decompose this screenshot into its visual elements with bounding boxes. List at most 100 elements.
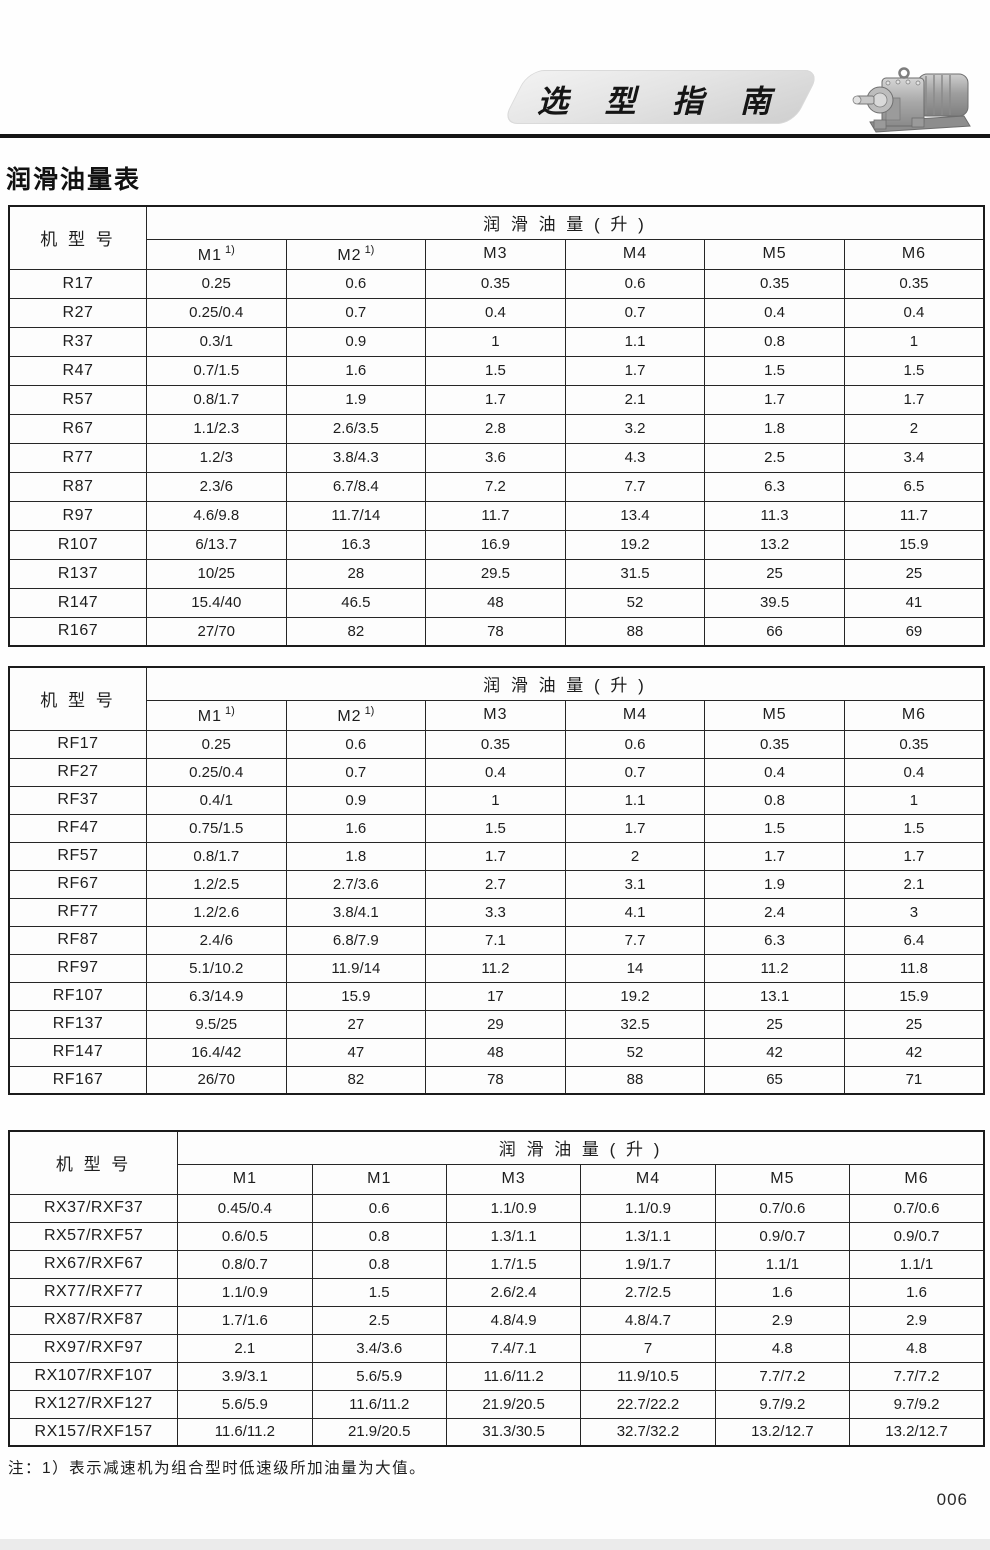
oil-value-cell: 13.1 <box>704 981 845 1011</box>
oil-quantity-group-header: 润 滑 油 量 ( 升 ) <box>145 205 985 240</box>
oil-value-cell: 7.7 <box>564 471 706 502</box>
table-row: RF147 16.4/42 47 48 52 42 42 <box>8 1037 985 1067</box>
oil-value-cell: 7 <box>580 1333 716 1363</box>
oil-quantity-group-header: 润 滑 油 量 ( 升 ) <box>145 666 985 701</box>
oil-value-cell: 0.8/1.7 <box>145 384 287 415</box>
table-row: R77 1.2/3 3.8/4.3 3.6 4.3 2.5 3.4 <box>8 442 985 473</box>
model-cell: R47 <box>8 355 147 386</box>
mounting-position-header: M1 1) <box>145 238 287 270</box>
oil-value-cell: 0.25 <box>145 268 287 299</box>
oil-value-cell: 9.7/9.2 <box>849 1389 985 1419</box>
oil-value-cell: 1.5 <box>704 813 845 843</box>
oil-value-cell: 25 <box>843 558 985 589</box>
oil-value-cell: 13.4 <box>564 500 706 531</box>
mounting-position-header: M1 <box>177 1163 313 1195</box>
table-row: RX87/RXF87 1.7/1.6 2.5 4.8/4.9 4.8/4.7 2.9 2.9 <box>8 1305 985 1335</box>
oil-value-cell: 32.5 <box>564 1009 706 1039</box>
model-cell: RX57/RXF57 <box>8 1221 179 1251</box>
oil-value-cell: 1.5 <box>311 1277 447 1307</box>
model-cell: RF17 <box>8 729 147 759</box>
oil-value-cell: 1.1/2.3 <box>145 413 287 444</box>
oil-value-cell: 47 <box>285 1037 427 1067</box>
oil-value-cell: 2 <box>843 413 985 444</box>
bottom-strip <box>0 1539 990 1550</box>
oil-value-cell: 1.2/3 <box>145 442 287 473</box>
table-row: RF87 2.4/6 6.8/7.9 7.1 7.7 6.3 6.4 <box>8 925 985 955</box>
oil-value-cell: 15.9 <box>285 981 427 1011</box>
oil-quantity-group-header: 润 滑 油 量 ( 升 ) <box>177 1130 985 1165</box>
oil-value-cell: 2.7 <box>425 869 566 899</box>
oil-value-cell: 6.4 <box>843 925 985 955</box>
oil-value-cell: 4.8/4.9 <box>445 1305 582 1335</box>
oil-value-cell: 13.2/12.7 <box>849 1417 985 1447</box>
mounting-position-header: M4 <box>580 1163 716 1195</box>
model-cell: RX67/RXF67 <box>8 1249 179 1279</box>
oil-value-cell: 0.4 <box>425 757 566 787</box>
oil-value-cell: 1.1/0.9 <box>177 1277 313 1307</box>
oil-value-cell: 28 <box>285 558 427 589</box>
oil-value-cell: 26/70 <box>145 1065 287 1095</box>
oil-value-cell: 7.2 <box>425 471 566 502</box>
oil-value-cell: 69 <box>843 616 985 647</box>
oil-value-cell: 46.5 <box>285 587 427 618</box>
oil-value-cell: 4.8 <box>714 1333 851 1363</box>
table-row: RF97 5.1/10.2 11.9/14 11.2 14 11.2 11.8 <box>8 953 985 983</box>
model-cell: R67 <box>8 413 147 444</box>
model-cell: R57 <box>8 384 147 415</box>
model-cell: RF137 <box>8 1009 147 1039</box>
oil-value-cell: 15.4/40 <box>145 587 287 618</box>
oil-value-cell: 9.5/25 <box>145 1009 287 1039</box>
oil-value-cell: 2.9 <box>849 1305 985 1335</box>
model-column-header: 机 型 号 <box>8 205 147 270</box>
oil-value-cell: 0.9/0.7 <box>714 1221 851 1251</box>
oil-value-cell: 0.7/0.6 <box>714 1193 851 1223</box>
oil-value-cell: 1.7/1.6 <box>177 1305 313 1335</box>
oil-value-cell: 6/13.7 <box>145 529 287 560</box>
table-row: RX57/RXF57 0.6/0.5 0.8 1.3/1.1 1.3/1.1 0.9/0.… <box>8 1221 985 1251</box>
model-cell: RF87 <box>8 925 147 955</box>
oil-value-cell: 0.6 <box>285 729 427 759</box>
model-cell: RX157/RXF157 <box>8 1417 179 1447</box>
oil-value-cell: 1.6 <box>285 355 427 386</box>
oil-value-cell: 2.9 <box>714 1305 851 1335</box>
oil-value-cell: 2.1 <box>177 1333 313 1363</box>
mounting-position-header: M5 <box>714 1163 851 1195</box>
table-row: R57 0.8/1.7 1.9 1.7 2.1 1.7 1.7 <box>8 384 985 415</box>
oil-value-cell: 16.4/42 <box>145 1037 287 1067</box>
rx-series-oil-table: 机 型 号润 滑 油 量 ( 升 ) M1 M1 M3 M4 M5 M6 RX37/RXF37… <box>8 1130 985 1447</box>
oil-value-cell: 4.6/9.8 <box>145 500 287 531</box>
oil-value-cell: 6.7/8.4 <box>285 471 427 502</box>
oil-value-cell: 13.2/12.7 <box>714 1417 851 1447</box>
model-cell: RF107 <box>8 981 147 1011</box>
oil-value-cell: 0.7 <box>285 297 427 328</box>
oil-value-cell: 42 <box>704 1037 845 1067</box>
oil-value-cell: 3.9/3.1 <box>177 1361 313 1391</box>
mounting-position-header: M1 <box>311 1163 447 1195</box>
oil-value-cell: 7.1 <box>425 925 566 955</box>
gear-motor-image <box>852 67 971 133</box>
oil-value-cell: 1.3/1.1 <box>580 1221 716 1251</box>
oil-value-cell: 2.6/2.4 <box>445 1277 582 1307</box>
oil-value-cell: 3.2 <box>564 413 706 444</box>
mounting-position-header: M4 <box>564 699 706 731</box>
model-cell: R77 <box>8 442 147 473</box>
oil-value-cell: 2 <box>564 841 706 871</box>
table-row: RX67/RXF67 0.8/0.7 0.8 1.7/1.5 1.9/1.7 1.1/1 1… <box>8 1249 985 1279</box>
oil-value-cell: 0.35 <box>425 268 566 299</box>
oil-value-cell: 1 <box>843 785 985 815</box>
oil-value-cell: 25 <box>843 1009 985 1039</box>
oil-value-cell: 1.7 <box>564 813 706 843</box>
oil-value-cell: 13.2 <box>704 529 845 560</box>
model-cell: R37 <box>8 326 147 357</box>
oil-value-cell: 39.5 <box>704 587 845 618</box>
oil-value-cell: 4.3 <box>564 442 706 473</box>
oil-value-cell: 88 <box>564 1065 706 1095</box>
oil-value-cell: 2.5 <box>704 442 845 473</box>
oil-value-cell: 0.6/0.5 <box>177 1221 313 1251</box>
oil-value-cell: 1.5 <box>425 355 566 386</box>
oil-value-cell: 11.8 <box>843 953 985 983</box>
mounting-position-header: M6 <box>843 238 985 270</box>
oil-value-cell: 11.6/11.2 <box>445 1361 582 1391</box>
oil-value-cell: 42 <box>843 1037 985 1067</box>
mounting-position-header: M5 <box>704 238 845 270</box>
